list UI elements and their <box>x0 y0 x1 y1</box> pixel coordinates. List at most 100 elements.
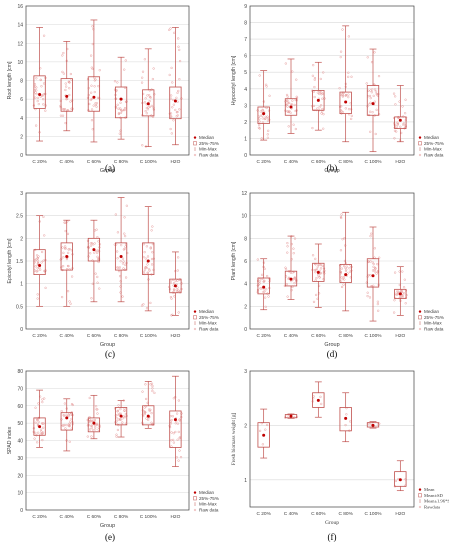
x-axis-label: Group <box>100 342 115 348</box>
median-marker <box>398 292 402 296</box>
raw-data-point <box>370 232 373 235</box>
raw-data-point <box>319 77 322 81</box>
raw-data-point <box>175 111 179 114</box>
raw-data-point <box>151 225 154 228</box>
legend-symbol-box <box>418 315 422 320</box>
legend-entry: 25%-75% <box>424 141 444 146</box>
raw-data-point <box>34 265 37 268</box>
median-marker <box>38 264 42 268</box>
raw-data-point <box>147 106 150 109</box>
x-tick-label: C 20% <box>256 333 271 339</box>
y-tick-label: 1.5 <box>16 259 23 265</box>
y-tick-label: 2.5 <box>16 214 23 220</box>
y-tick-label: 1 <box>20 282 23 288</box>
raw-data-point <box>172 441 176 444</box>
raw-data-point <box>310 105 314 108</box>
legend-symbol-raw <box>418 505 422 509</box>
legend-symbol-median <box>193 136 197 139</box>
raw-data-point <box>348 267 351 270</box>
x-tick-label: C 60% <box>311 333 326 339</box>
raw-data-point <box>116 257 119 260</box>
raw-data-point <box>119 111 123 115</box>
raw-data-point <box>347 108 351 111</box>
y-tick-label: 8 <box>244 236 247 242</box>
raw-data-point <box>117 404 120 407</box>
raw-data-point <box>404 302 407 305</box>
raw-data-point <box>148 268 151 271</box>
legend-entry: Raw data <box>199 326 219 331</box>
raw-data-point <box>89 244 93 247</box>
raw-data-point <box>37 420 40 424</box>
raw-data-point <box>119 260 122 263</box>
box-4 <box>365 226 381 322</box>
raw-data-point <box>150 229 153 232</box>
x-axis-label: Group <box>325 520 339 526</box>
raw-data-point <box>67 424 71 428</box>
raw-data-point <box>69 420 72 423</box>
y-tick-label: 4 <box>244 282 247 288</box>
raw-data-point <box>145 307 149 310</box>
raw-data-point <box>146 263 149 266</box>
raw-data-point <box>264 296 267 299</box>
y-tick-label: 6 <box>20 97 23 103</box>
raw-data-point <box>89 91 93 94</box>
iqr-box <box>257 277 270 295</box>
raw-data-point <box>116 410 119 413</box>
y-axis-label: Epicotyl length [cm] <box>7 238 13 284</box>
raw-data-point <box>293 237 297 240</box>
raw-data-point <box>93 90 96 94</box>
raw-data-point <box>42 34 46 37</box>
raw-data-point <box>142 303 145 306</box>
legend-symbol-median <box>418 136 422 139</box>
raw-data-point <box>43 270 47 273</box>
raw-data-point <box>175 412 179 415</box>
box-2 <box>311 243 326 308</box>
raw-data-point <box>64 229 67 233</box>
raw-data-point <box>143 101 147 104</box>
raw-data-point <box>96 236 99 239</box>
raw-data-point <box>146 108 150 111</box>
y-tick-label: 14 <box>17 23 23 29</box>
raw-data-point <box>114 213 117 216</box>
x-tick-label: H2O <box>170 514 180 520</box>
raw-data-point <box>42 215 45 219</box>
raw-data-point <box>168 73 171 77</box>
y-tick-label: 10 <box>17 491 23 497</box>
raw-data-point <box>374 90 378 93</box>
raw-data-point <box>150 104 154 108</box>
raw-data-point <box>172 432 175 435</box>
median-marker <box>65 254 69 258</box>
legend-symbol-raw <box>193 327 197 331</box>
legend-symbol-raw <box>418 153 422 157</box>
raw-data-point <box>34 406 37 409</box>
raw-data-point <box>369 96 372 100</box>
raw-data-point <box>94 249 98 253</box>
iqr-box <box>394 288 407 299</box>
raw-data-point <box>89 54 93 57</box>
raw-data-point <box>365 281 368 284</box>
raw-data-point <box>96 275 99 279</box>
raw-data-point <box>176 422 179 425</box>
median-marker <box>173 99 177 103</box>
box-3 <box>338 25 353 143</box>
median-marker <box>119 414 123 418</box>
raw-data-point <box>293 103 296 107</box>
box-4 <box>140 48 156 148</box>
raw-data-point <box>175 288 178 291</box>
median-marker <box>173 418 177 422</box>
raw-data-point <box>319 267 323 270</box>
raw-data-point <box>34 124 38 127</box>
raw-data-point <box>316 91 320 94</box>
raw-data-point <box>98 250 101 253</box>
raw-data-point <box>314 257 317 261</box>
iqr-box <box>142 89 155 117</box>
raw-data-point <box>174 279 177 283</box>
raw-data-point <box>370 91 374 94</box>
raw-data-point <box>265 423 269 427</box>
y-tick-label: 6 <box>244 54 247 60</box>
raw-data-point <box>148 409 151 413</box>
x-tick-label: C 100% <box>364 511 382 517</box>
raw-data-point <box>94 428 97 431</box>
raw-data-point <box>405 294 408 297</box>
raw-data-point <box>61 264 65 268</box>
